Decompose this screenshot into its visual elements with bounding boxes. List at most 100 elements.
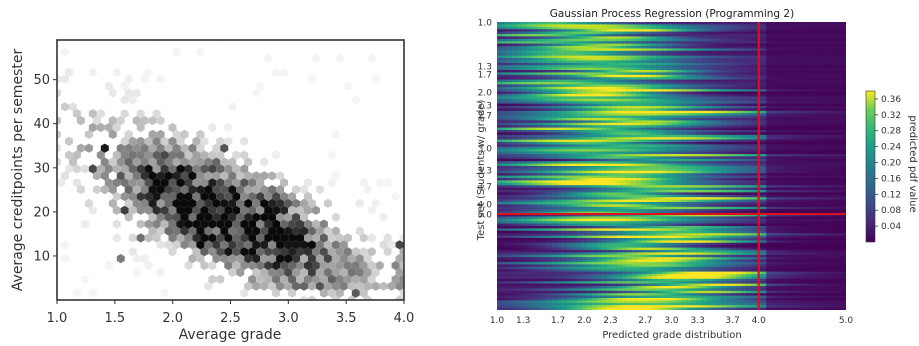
heatmap-cell — [676, 120, 682, 124]
heatmap-cell — [586, 48, 593, 52]
heatmap-cell — [546, 84, 553, 88]
heatmap-cell — [681, 65, 687, 68]
heatmap-cell — [586, 77, 593, 80]
heatmap-cell — [806, 26, 812, 30]
heatmap-cell — [731, 127, 737, 131]
heatmap-cell — [526, 130, 533, 133]
heatmap-cell — [611, 120, 617, 124]
heatmap-cell — [686, 24, 692, 28]
hexbin-cell — [61, 102, 69, 112]
heatmap-cell — [766, 74, 772, 78]
heatmap-cell — [691, 31, 697, 35]
heatmap-cell — [741, 79, 747, 83]
heatmap-cell — [761, 163, 767, 167]
heatmap-cell — [696, 139, 702, 143]
heatmap-cell — [497, 154, 503, 157]
heatmap-cell — [696, 127, 702, 131]
heatmap-cell — [796, 166, 802, 169]
heatmap-cell — [561, 29, 568, 32]
heatmap-cell — [806, 122, 812, 126]
heatmap-cell — [786, 158, 792, 162]
heatmap-cell — [506, 146, 513, 150]
heatmap-cell — [786, 103, 792, 107]
heatmap-cell — [751, 67, 757, 71]
heatmap-cell — [776, 122, 782, 126]
heatmap-cell — [497, 156, 503, 160]
heatmap-cell — [751, 130, 757, 133]
heatmap-cell — [656, 84, 662, 88]
heatmap-cell — [536, 158, 543, 162]
heatmap-cell — [726, 137, 732, 140]
hexbin-cell — [88, 122, 97, 133]
heatmap-cell — [586, 101, 593, 104]
heatmap-cell — [506, 77, 513, 80]
hexbin-cell — [200, 247, 209, 257]
heatmap-cell — [786, 65, 792, 68]
heatmap-cell — [831, 82, 837, 85]
heatmap-cell — [761, 127, 767, 131]
heatmap-cell — [711, 137, 717, 140]
heatmap-cell — [566, 60, 573, 64]
heatmap-cell — [576, 142, 583, 145]
heatmap-cell — [661, 101, 667, 104]
heatmap-cell — [681, 50, 687, 54]
heatmap-cell — [696, 50, 702, 54]
heatmap-cell — [806, 91, 812, 95]
heatmap-cell — [631, 74, 637, 78]
heatmap-cell — [506, 70, 513, 73]
heatmap-cell — [836, 142, 842, 145]
heatmap-cell — [606, 149, 612, 152]
heatmap-cell — [796, 132, 802, 136]
heatmap-cell — [561, 53, 568, 56]
heatmap-cell — [741, 62, 747, 66]
heatmap-cell — [506, 137, 513, 140]
heatmap-cell — [601, 108, 607, 112]
heatmap-cell — [736, 120, 742, 124]
heatmap-cell — [566, 55, 573, 59]
heatmap-cell — [741, 48, 747, 52]
hexbin-cell — [300, 212, 308, 222]
heatmap-cell — [536, 43, 543, 47]
heatmap-cell — [581, 91, 588, 95]
heatmap-cell — [821, 149, 827, 152]
heatmap-cell — [826, 86, 832, 90]
heatmap-cell — [531, 101, 538, 104]
heatmap-cell — [691, 161, 697, 164]
heatmap-cell — [791, 156, 797, 160]
heatmap-cell — [646, 166, 652, 169]
heatmap-cell — [796, 101, 802, 104]
heatmap-cell — [546, 98, 553, 102]
heatmap-cell — [791, 166, 797, 169]
heatmap-cell — [646, 67, 652, 71]
heatmap-cell — [616, 149, 622, 152]
heatmap-cell — [581, 110, 588, 114]
heatmap-cell — [656, 53, 662, 56]
heatmap-cell — [551, 65, 558, 68]
hexbin-cell — [351, 260, 360, 271]
hexbin-cell — [88, 67, 97, 77]
heatmap-cell — [626, 60, 632, 64]
heatmap-cell — [641, 67, 647, 71]
heatmap-cell — [731, 142, 737, 145]
heatmap-cell — [541, 36, 548, 40]
heatmap-cell — [671, 48, 677, 52]
heatmap-cell — [616, 91, 622, 95]
heatmap-cell — [816, 84, 822, 88]
heatmap-cell — [497, 53, 503, 56]
heatmap-cell — [521, 113, 528, 116]
heatmap-cell — [801, 154, 807, 157]
heatmap-cell — [551, 103, 558, 107]
heatmap-cell — [571, 146, 578, 150]
heatmap-cell — [601, 77, 607, 80]
heatmap-cell — [716, 142, 722, 145]
heatmap-cell — [576, 55, 583, 59]
heatmap-cell — [516, 108, 523, 112]
heatmap-cell — [641, 113, 647, 116]
heatmap-cell — [656, 103, 662, 107]
hexbin-cell — [236, 212, 245, 222]
heatmap-cell — [626, 132, 632, 136]
heatmap-cell — [606, 84, 612, 88]
heatmap-cell — [771, 46, 777, 49]
heatmap-cell — [721, 98, 727, 102]
heatmap-cell — [511, 113, 518, 116]
